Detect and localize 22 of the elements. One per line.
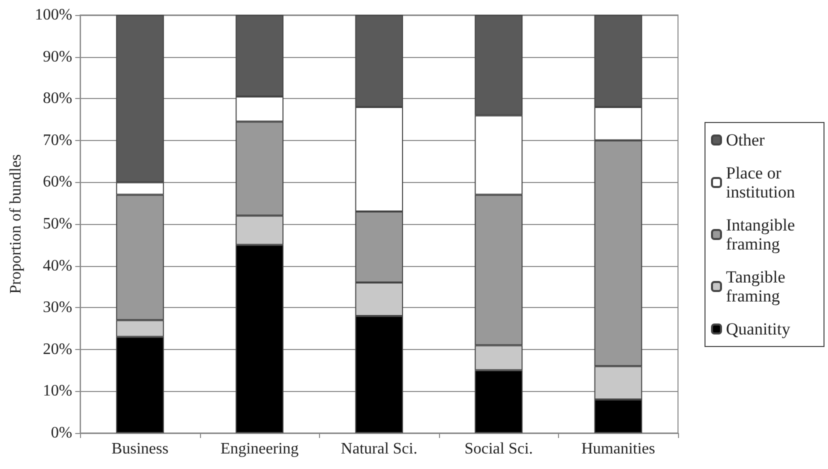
legend-label: Place or institution	[726, 164, 796, 202]
legend-label: Tangible framing	[726, 268, 790, 306]
x-tick-label: Natural Sci.	[340, 440, 418, 458]
x-tick-label: Social Sci.	[464, 440, 533, 458]
x-tick-label: Humanities	[581, 440, 656, 458]
y-tick-label: 40%	[42, 257, 72, 274]
y-tick-label: 10%	[42, 382, 72, 400]
y-tick-label: 60%	[42, 174, 72, 191]
y-tick-label: 30%	[42, 299, 72, 316]
legend-label: Quanitity	[726, 320, 791, 338]
y-tick-label: 20%	[42, 340, 72, 358]
y-tick-label: 70%	[42, 132, 72, 149]
legend-label: Intangible framing	[726, 216, 800, 254]
y-tick-label: 0%	[50, 424, 72, 442]
y-axis-title: Proportion of bundles	[8, 154, 24, 294]
legend-label: Other	[726, 130, 766, 150]
y-tick-label: 90%	[42, 48, 72, 66]
x-tick-label: Business	[112, 440, 168, 458]
y-tick-label: 50%	[42, 216, 72, 232]
y-tick-label: 80%	[42, 90, 72, 108]
x-tick-label: Engineering	[220, 440, 299, 458]
y-tick-label: 100%	[34, 6, 72, 24]
